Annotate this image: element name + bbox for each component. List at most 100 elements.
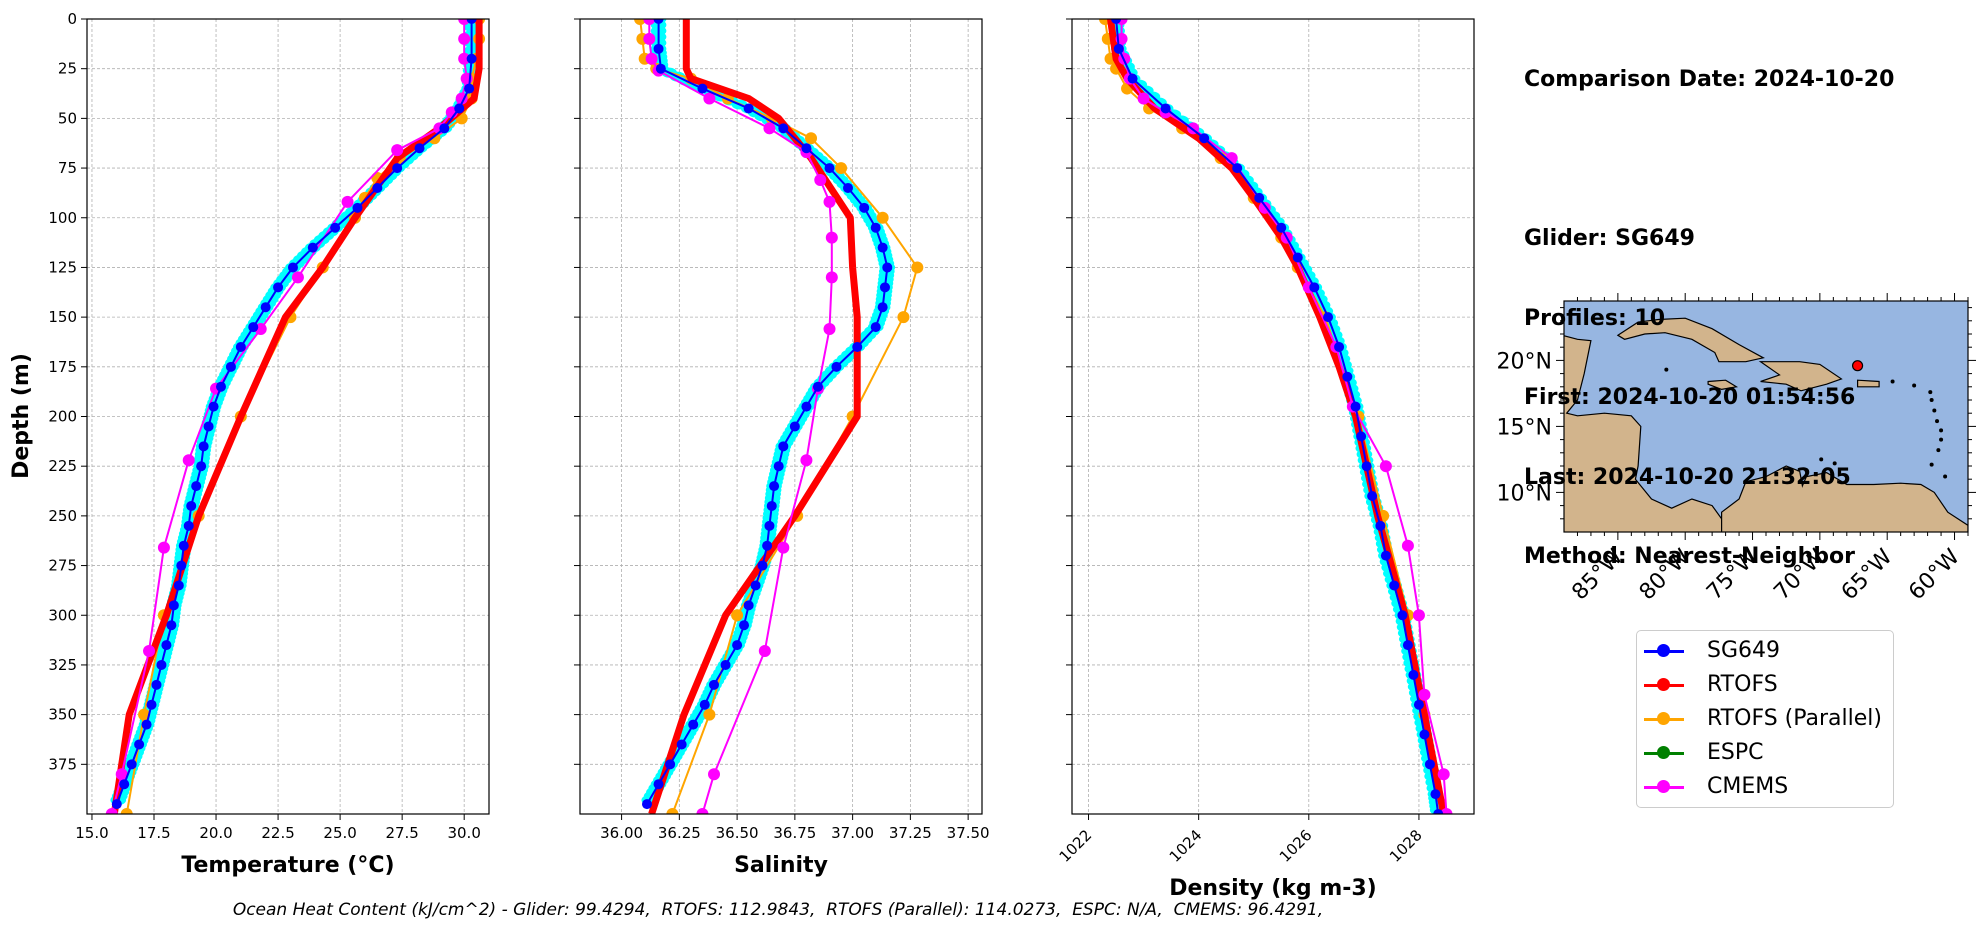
series-point (879, 282, 890, 293)
y-tick-label: 350 (48, 706, 77, 724)
series-point (709, 679, 719, 690)
series-point (414, 143, 425, 154)
y-tick-label: 375 (48, 755, 77, 773)
series-point (464, 83, 475, 94)
x-tick-label: 37.50 (947, 824, 990, 842)
series-point (120, 808, 133, 814)
x-tick-label: 30.0 (447, 824, 480, 842)
series-point (454, 103, 465, 114)
y-tick-label: 100 (48, 209, 77, 227)
series-point (697, 83, 708, 94)
series-line-sg- (646, 19, 889, 805)
land-puerto-rico (1856, 379, 1880, 388)
series-point (764, 520, 775, 531)
legend-swatch-dot (1657, 746, 1670, 759)
series-point (812, 381, 823, 392)
series-point (1111, 19, 1122, 24)
series-point (732, 640, 743, 651)
legend-label: SG649 (1707, 638, 1781, 663)
series-point (1342, 371, 1353, 382)
series-point (852, 341, 863, 352)
series-point (157, 541, 170, 554)
series-point (352, 202, 363, 213)
series-point (1380, 550, 1391, 561)
x-tick-label: 17.5 (137, 824, 170, 842)
map-island (1928, 390, 1933, 395)
series-point (870, 322, 881, 333)
y-tick-label: 300 (48, 606, 77, 624)
series-point (105, 808, 118, 814)
series-point (1137, 92, 1150, 105)
land-cuba (1616, 317, 1765, 363)
map-island (1929, 398, 1934, 402)
y-tick-label: 225 (48, 457, 77, 475)
series-point (166, 620, 177, 631)
series-point (151, 679, 162, 690)
first-time: First: 2024-10-20 01:54:56 (1524, 385, 1856, 410)
y-tick-label: 275 (48, 557, 77, 575)
series-point (750, 580, 761, 591)
map-island (1939, 428, 1944, 433)
last-time: Last: 2024-10-20 21:32:05 (1524, 464, 1851, 490)
series-point (372, 182, 383, 193)
legend-swatch-dot (1657, 644, 1670, 657)
series-point (823, 195, 836, 208)
series-point (823, 323, 836, 336)
series-point (665, 759, 676, 770)
series-point (1433, 809, 1444, 814)
map-island (1819, 457, 1824, 462)
series-point (1430, 789, 1441, 800)
series-point (825, 271, 838, 284)
x-tick-label: 15.0 (75, 824, 108, 842)
series-point (1379, 460, 1392, 473)
series-point (696, 808, 709, 814)
series-point (161, 640, 172, 651)
series-point (777, 541, 790, 554)
legend-item: CMEMS (1637, 772, 1895, 802)
series-point (182, 454, 195, 467)
series-point (1350, 401, 1361, 412)
series-point (1113, 43, 1124, 54)
series-line-sg- (1115, 19, 1440, 814)
series-point (731, 609, 744, 622)
series-point (173, 580, 184, 591)
density-panel: 1022 1024 1026 1028 Density (kg m-3) (1056, 18, 1475, 901)
series-point (778, 441, 789, 452)
y-tick-label: 125 (48, 258, 77, 276)
series-point (801, 143, 812, 154)
y-axis-label: Depth (m) (9, 353, 34, 479)
series-point (248, 322, 259, 333)
series-point (183, 520, 194, 531)
temperature-panel: 0 25 50 75 100 125 150 175 200 225 250 275 300 325 350… (9, 10, 490, 878)
legend-swatch-dot (1657, 712, 1670, 725)
profile-count: Profiles: 10 (1524, 305, 1666, 331)
series-point (801, 401, 812, 412)
series-point (191, 481, 202, 492)
series-point (1199, 133, 1210, 144)
series-point (1413, 699, 1424, 710)
series-point (225, 361, 236, 372)
map-island (1936, 448, 1941, 453)
series-point (156, 659, 167, 670)
series-point (466, 53, 477, 64)
legend-label: RTOFS (1707, 672, 1778, 697)
series-point (134, 739, 145, 750)
legend: SG649 RTOFS RTOFS (Parallel) ESPC CMEMS (1636, 630, 1894, 808)
map-island (1890, 379, 1895, 384)
x-tick-label: 36.00 (600, 824, 643, 842)
series-line-sg- (115, 19, 473, 805)
series-point (720, 659, 731, 670)
series-point (1127, 73, 1138, 84)
series-point (341, 195, 354, 208)
info-block: Comparison Date: 2024-10-20 Glider: SG64… (1524, 14, 1894, 597)
map-island (1929, 462, 1934, 467)
series-point (260, 302, 271, 313)
series-point (743, 103, 754, 114)
series-point (653, 779, 664, 790)
series-point (143, 645, 156, 658)
series-point (1412, 609, 1425, 622)
series-point (1361, 461, 1372, 472)
map-island (1664, 367, 1669, 372)
series-point (1323, 312, 1334, 323)
x-tick-label: 1026 (1276, 826, 1316, 866)
